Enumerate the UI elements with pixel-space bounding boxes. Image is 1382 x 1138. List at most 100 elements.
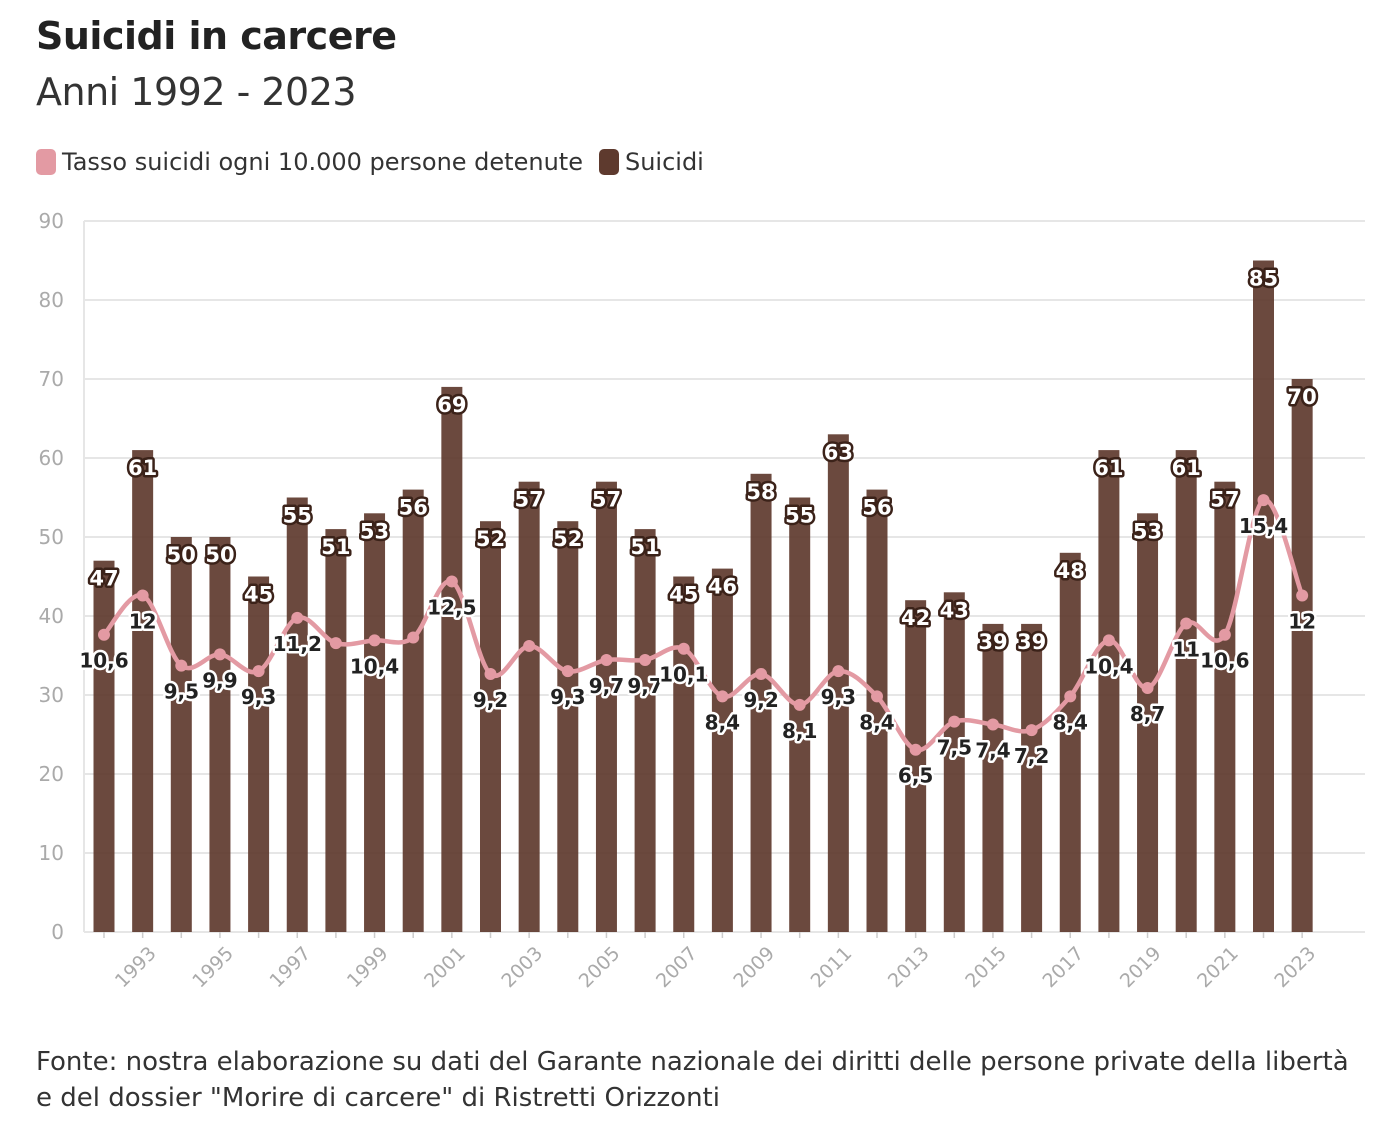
bar-2019 (1137, 513, 1159, 932)
rate-value-label: 10,6 (1200, 649, 1249, 673)
x-tick-label: 2023 (1270, 942, 1320, 992)
bar-value-label: 55 (785, 504, 814, 528)
chart-subtitle: Anni 1992 - 2023 (36, 70, 357, 114)
bar-value-label: 56 (399, 496, 428, 520)
rate-point-2000 (407, 631, 420, 644)
rate-point-2023 (1296, 589, 1309, 602)
rate-point-2006 (639, 653, 652, 666)
bar-value-label: 70 (1288, 385, 1317, 409)
rate-point-2011 (832, 665, 845, 678)
bar-2011 (827, 434, 849, 932)
bar-2004 (557, 521, 579, 932)
rate-value-label: 9,3 (550, 685, 585, 709)
bar-value-label: 61 (1094, 456, 1123, 480)
bar-2001 (441, 386, 463, 932)
rate-point-2001 (445, 575, 458, 588)
rate-value-label: 11,2 (273, 632, 322, 656)
bar-2010 (789, 497, 811, 932)
chart-plot: 0 10 20 30 40 50 60 70 80 90 1993 1995 1997 1999 2001 2… (39, 209, 1365, 992)
bar-2005 (595, 481, 617, 932)
rate-point-2019 (1141, 682, 1154, 695)
bar-2012 (866, 489, 888, 932)
rate-value-label: 9,7 (627, 674, 662, 698)
y-tick-label: 50 (39, 525, 64, 549)
rate-point-2010 (793, 698, 806, 711)
bar-value-label: 51 (630, 535, 659, 559)
rate-point-1992 (98, 628, 110, 641)
rate-value-label: 10,1 (659, 663, 708, 687)
rate-value-label: 10,6 (79, 649, 128, 673)
bar-2007 (673, 576, 695, 932)
bar-value-label: 46 (708, 575, 737, 599)
rate-point-2009 (755, 667, 768, 680)
bar-2002 (480, 521, 501, 932)
y-tick-label: 0 (51, 920, 64, 944)
legend-label-suicides: Suicidi (624, 148, 704, 176)
bar-2000 (402, 489, 424, 932)
y-tick-label: 60 (39, 446, 64, 470)
bar-1999 (364, 513, 386, 932)
x-tick-label: 2003 (497, 942, 547, 992)
x-tick-label: 1999 (343, 942, 393, 992)
rate-value-label: 6,5 (898, 764, 933, 788)
bar-2023 (1291, 379, 1313, 932)
rate-point-2020 (1180, 617, 1193, 630)
legend-item-rate[interactable]: Tasso suicidi ogni 10.000 persone detenu… (36, 148, 583, 176)
bar-value-label: 45 (669, 583, 698, 607)
bar-value-label: 52 (476, 527, 505, 551)
bar-value-label: 85 (1249, 267, 1278, 291)
bar-value-label: 61 (1172, 456, 1201, 480)
rate-point-2005 (600, 653, 613, 666)
bar-value-label: 47 (89, 567, 118, 591)
bar-value-label: 55 (283, 504, 312, 528)
bar-value-label: 42 (901, 606, 930, 630)
rate-value-label: 8,4 (859, 710, 894, 734)
bar-2003 (518, 481, 540, 932)
legend-item-suicides[interactable]: Suicidi (598, 148, 704, 176)
bar-value-label: 50 (205, 543, 234, 567)
rate-point-1999 (368, 634, 381, 647)
bar-value-label: 43 (940, 598, 969, 622)
bar-value-label: 57 (1210, 488, 1239, 512)
rate-point-2004 (561, 665, 574, 678)
bar-value-label: 53 (360, 519, 389, 543)
bar-value-label: 48 (1056, 559, 1085, 583)
legend-label-rate: Tasso suicidi ogni 10.000 persone detenu… (62, 148, 583, 176)
bar-2021 (1214, 481, 1236, 932)
bar-2014 (943, 592, 965, 932)
x-tick-label: 2017 (1039, 942, 1089, 992)
rate-value-label: 9,9 (202, 668, 237, 692)
rate-value-label: 7,4 (975, 738, 1010, 762)
bar-2020 (1175, 450, 1197, 932)
x-tick-label: 2009 (729, 942, 779, 992)
chart-title: Suicidi in carcere (36, 14, 397, 58)
rate-point-2002 (484, 667, 497, 680)
chart-legend: Tasso suicidi ogni 10.000 persone detenu… (36, 148, 720, 176)
rate-point-2015 (986, 718, 999, 731)
rate-point-2013 (909, 743, 922, 756)
rate-value-label: 12 (1288, 609, 1316, 633)
y-tick-label: 40 (39, 604, 64, 628)
bar-2018 (1098, 450, 1120, 932)
rate-point-2007 (677, 642, 690, 655)
x-tick-label: 1997 (266, 942, 316, 992)
x-tick-label: 2005 (575, 942, 625, 992)
bar-value-label: 69 (437, 393, 466, 417)
rate-value-label: 10,4 (350, 654, 399, 678)
source-note: Fonte: nostra elaborazione su dati del G… (36, 1047, 1349, 1113)
bar-1996 (248, 576, 270, 932)
rate-point-2021 (1218, 628, 1231, 641)
bar-2015 (982, 623, 1004, 932)
bar-2009 (750, 473, 772, 932)
y-tick-label: 20 (39, 762, 64, 786)
x-tick-label: 1995 (188, 942, 238, 992)
rate-point-2022 (1257, 494, 1270, 507)
rate-value-label: 9,5 (164, 680, 199, 704)
bar-value-label: 63 (824, 440, 853, 464)
rate-value-label: 9,2 (473, 688, 508, 712)
bar-value-label: 58 (746, 480, 775, 504)
bar-1998 (325, 529, 347, 932)
rate-value-label: 9,3 (821, 685, 856, 709)
x-tick-label: 2019 (1116, 942, 1166, 992)
bar-2006 (634, 529, 656, 932)
